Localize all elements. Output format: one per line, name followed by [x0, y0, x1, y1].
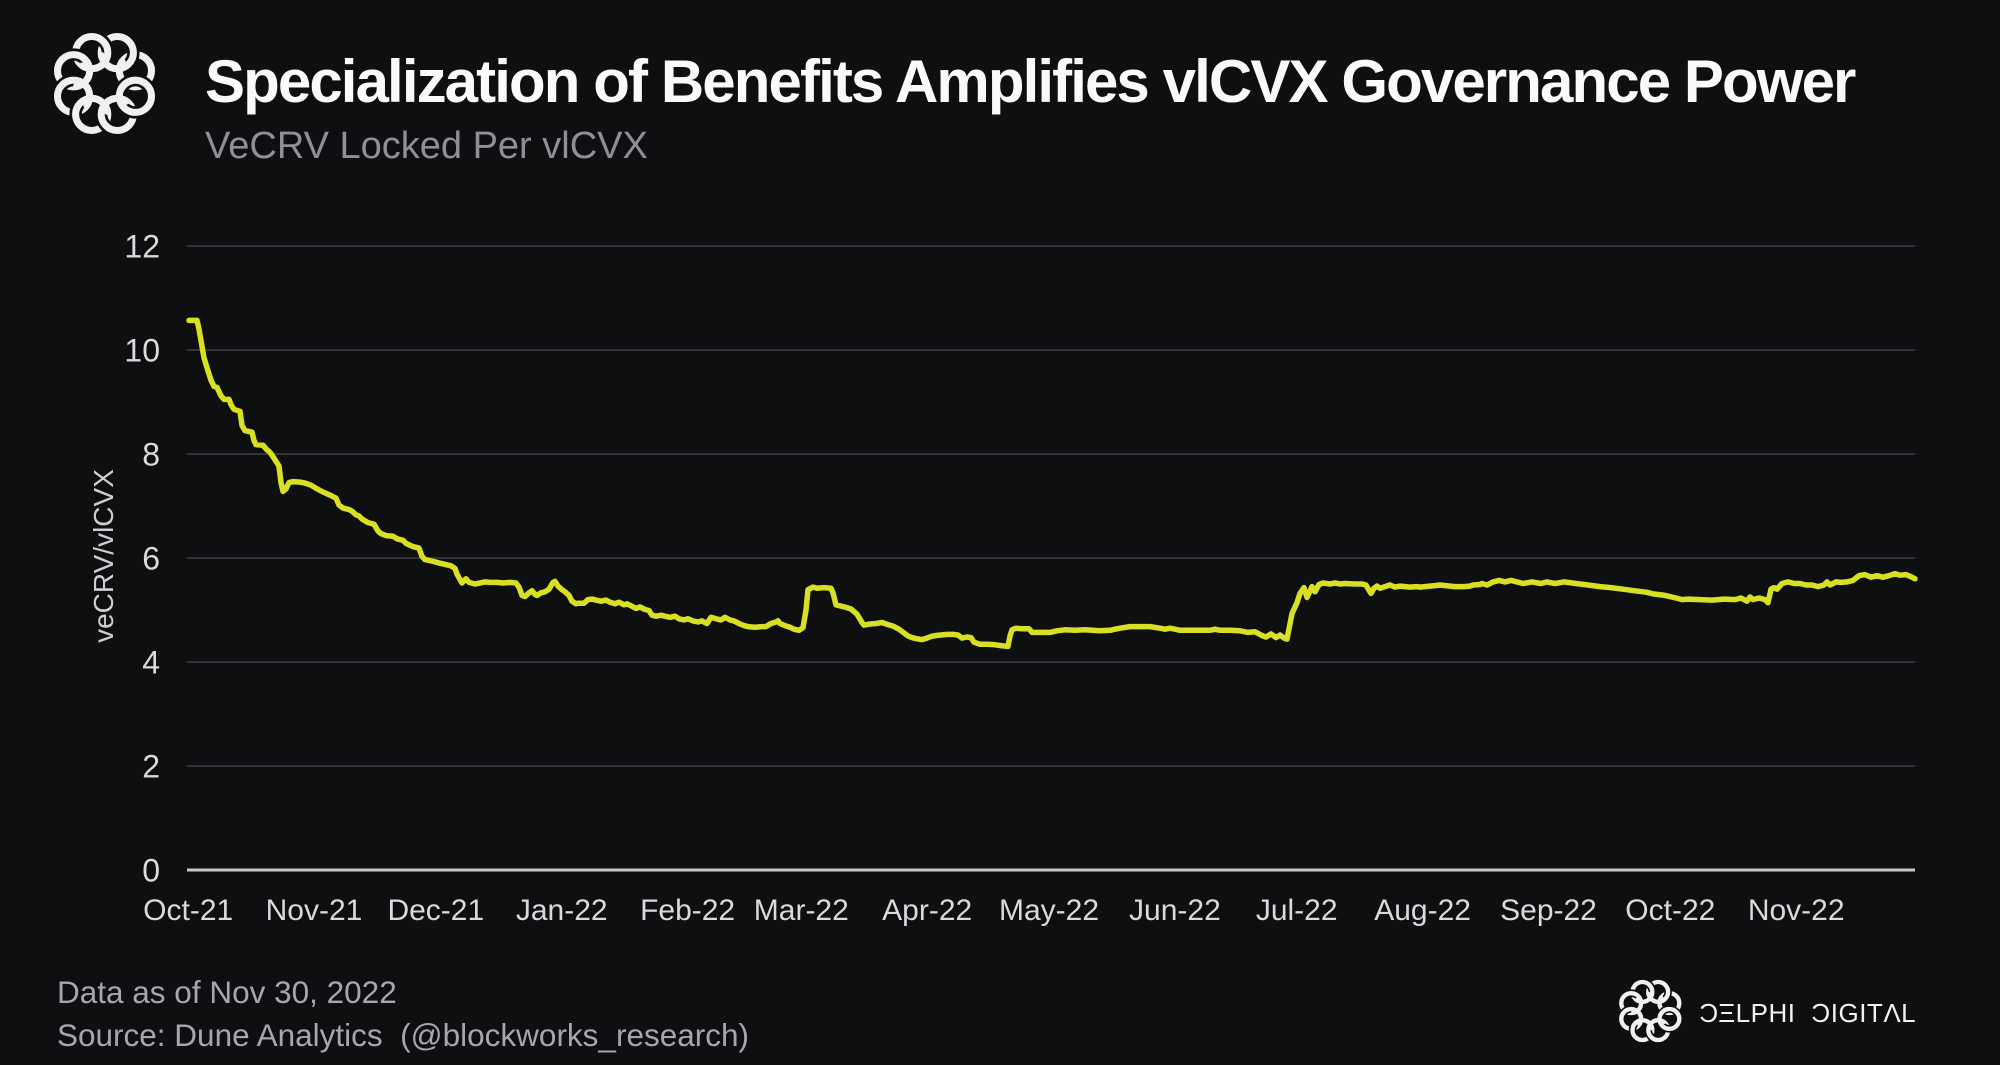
svg-text:Oct-22: Oct-22	[1625, 894, 1715, 927]
svg-text:Feb-22: Feb-22	[640, 894, 735, 927]
svg-text:12: 12	[124, 229, 160, 265]
svg-text:Oct-21: Oct-21	[143, 894, 233, 927]
svg-text:Nov-22: Nov-22	[1748, 894, 1845, 927]
svg-text:May-22: May-22	[999, 894, 1099, 927]
svg-text:8: 8	[142, 437, 160, 473]
svg-text:Jun-22: Jun-22	[1129, 894, 1221, 927]
svg-text:Nov-21: Nov-21	[266, 894, 363, 927]
svg-text:Jul-22: Jul-22	[1256, 894, 1338, 927]
svg-text:2: 2	[142, 749, 160, 785]
svg-text:0: 0	[142, 853, 160, 889]
svg-text:Aug-22: Aug-22	[1374, 894, 1471, 927]
svg-text:Sep-22: Sep-22	[1500, 894, 1597, 927]
svg-text:veCRV/vlCVX: veCRV/vlCVX	[88, 469, 119, 643]
svg-text:4: 4	[142, 645, 160, 681]
svg-text:Mar-22: Mar-22	[754, 894, 849, 927]
svg-text:10: 10	[124, 333, 160, 369]
svg-text:Dec-21: Dec-21	[387, 894, 484, 927]
svg-text:6: 6	[142, 541, 160, 577]
svg-text:Apr-22: Apr-22	[882, 894, 972, 927]
svg-text:Jan-22: Jan-22	[516, 894, 608, 927]
